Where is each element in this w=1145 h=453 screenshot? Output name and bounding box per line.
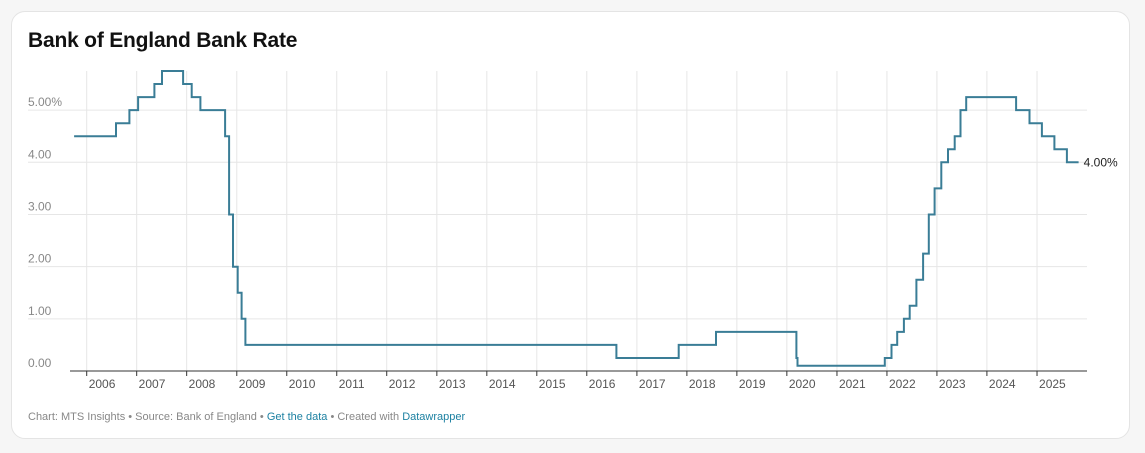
x-tick-label: 2025 [1039, 377, 1066, 391]
x-tick-label: 2011 [339, 377, 365, 391]
bank-rate-series-line [74, 70, 1079, 367]
get-the-data-link[interactable]: Get the data [266, 411, 328, 423]
footer-created-with: Created with [337, 411, 400, 423]
x-tick-label: 2006 [89, 377, 116, 391]
footer-separator: • [327, 411, 338, 423]
x-tick-label: 2022 [889, 377, 916, 391]
y-tick-label: 1.00 [28, 304, 52, 318]
y-tick-label: 2.00 [28, 252, 52, 266]
datawrapper-link[interactable]: Datawrapper [402, 411, 466, 423]
x-tick-label: 2014 [489, 377, 516, 391]
y-tick-label: 3.00 [28, 199, 52, 213]
chart-card: Bank of England Bank Rate 0.00 1.00 2.00 3.… [11, 11, 1130, 439]
x-tick-label: 2012 [389, 377, 416, 391]
x-tick-label: 2017 [639, 377, 666, 391]
chart-title: Bank of England Bank Rate [28, 29, 298, 52]
x-tick-label: 2013 [439, 377, 466, 391]
x-tick-label: 2009 [239, 377, 266, 391]
line-chart: 0.001.002.003.004.005.00% 2006 2007 2008 20… [28, 70, 1118, 391]
x-axis-tick-labels: 2006 2007 2008 2009 2010 2011 2012 2013 2014 2015… [89, 377, 1066, 391]
x-tick-label: 2019 [739, 377, 766, 391]
x-tick-label: 2023 [939, 377, 966, 391]
footer-source: Source: Bank of England [135, 411, 257, 423]
x-tick-label: 2015 [539, 377, 566, 391]
y-tick-label: 4.00 [28, 147, 52, 161]
x-tick-label: 2020 [789, 377, 816, 391]
footer-separator: • [125, 411, 136, 423]
footer-separator: • [256, 411, 267, 423]
end-value-label: 4.00% [1084, 155, 1118, 169]
x-tick-label: 2007 [139, 377, 166, 391]
gridlines [28, 71, 1087, 376]
x-tick-label: 2008 [189, 377, 216, 391]
y-tick-label: 0.00 [28, 356, 52, 370]
x-tick-label: 2018 [689, 377, 716, 391]
x-tick-label: 2016 [589, 377, 616, 391]
x-tick-label: 2024 [989, 377, 1016, 391]
x-tick-label: 2021 [839, 377, 866, 391]
x-tick-label: 2010 [289, 377, 316, 391]
footer-chart-credit: Chart: MTS Insights [28, 411, 126, 423]
y-axis-tick-labels: 0.00 1.00 2.00 3.00 4.00 5.00% [28, 95, 62, 370]
y-tick-label: 5.00% [28, 95, 62, 109]
chart-footer: Chart: MTS Insights • Source: Bank of En… [28, 411, 465, 423]
